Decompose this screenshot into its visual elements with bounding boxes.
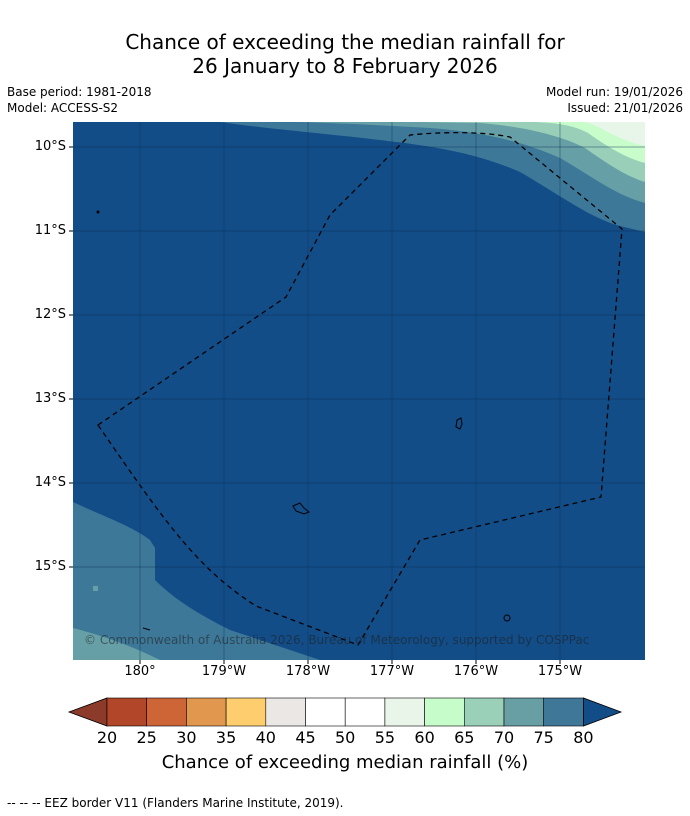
- colorbar-tick-label: 60: [414, 728, 435, 747]
- island-swains-west: [142, 627, 151, 631]
- colorbar-tick-label: 70: [493, 728, 515, 747]
- issued-date: Issued: 21/01/2026: [567, 101, 683, 115]
- colorbar-segment: [106, 697, 148, 727]
- colorbar-segment: [463, 697, 505, 727]
- contour-70-northeast: [300, 122, 645, 203]
- chart-title: Chance of exceeding the median rainfall …: [0, 30, 690, 78]
- colorbar-tick-label: 80: [573, 728, 594, 747]
- contour-65-northeast: [420, 122, 645, 182]
- lon-label: 179°W: [201, 664, 247, 679]
- lon-label: 177°W: [369, 664, 415, 679]
- model-name: Model: ACCESS-S2: [7, 101, 119, 115]
- copyright-notice: © Commonwealth of Australia 2026, Bureau…: [84, 633, 590, 647]
- graticule: [73, 122, 645, 660]
- lon-label: 180°: [124, 664, 156, 679]
- contour-75-northeast: [220, 122, 645, 232]
- model-run: Model run: 19/01/2026: [545, 85, 683, 99]
- island-nukunonu: [455, 417, 463, 430]
- colorbar-label: Chance of exceeding median rainfall (%): [161, 752, 529, 773]
- colorbar-segment: [265, 697, 306, 727]
- contour-75-southwest: [73, 502, 320, 660]
- lat-label: 11°S: [34, 223, 66, 238]
- lon-label: 175°W: [537, 664, 583, 679]
- title-line-2: 26 January to 8 February 2026: [192, 54, 498, 78]
- colorbar-tick-label: 20: [96, 728, 118, 747]
- lon-label: 176°W: [453, 664, 499, 679]
- colorbar-segment: [543, 697, 584, 727]
- colorbar-segment: [146, 697, 187, 727]
- lat-label: 12°S: [34, 307, 66, 322]
- colorbar-segment: [305, 697, 346, 727]
- island-fakaofo: [503, 614, 511, 622]
- colorbar-segment: [186, 697, 227, 727]
- colorbar-segment: [384, 697, 425, 727]
- lat-label: 14°S: [34, 475, 66, 490]
- lat-label: 13°S: [34, 391, 66, 406]
- colorbar-segment: [503, 697, 545, 727]
- colorbar-tick-label: 45: [295, 728, 316, 747]
- colorbar-under-arrow: [67, 697, 108, 727]
- meta-left: Base period: 1981-2018 Model: ACCESS-S2: [7, 84, 152, 116]
- eez-legend-note: -- -- -- EEZ border V11 (Flanders Marine…: [7, 796, 344, 810]
- colorbar-tick-label: 35: [215, 728, 237, 747]
- colorbar-tick-label: 65: [454, 728, 475, 747]
- colorbar-tick-label: 55: [374, 728, 396, 747]
- colorbar-tick-label: 30: [176, 728, 197, 747]
- contour-55-northeast: [585, 122, 645, 146]
- islet-marker: [96, 210, 100, 214]
- base-period: Base period: 1981-2018: [7, 85, 152, 99]
- lat-label: 15°S: [34, 559, 66, 574]
- colorbar-segment: [225, 697, 267, 727]
- colorbar-over-arrow: [583, 697, 623, 727]
- island-atafu: [292, 502, 310, 515]
- lat-label: 10°S: [34, 139, 66, 154]
- lon-label: 178°W: [285, 664, 331, 679]
- map-area: [73, 122, 645, 660]
- contour-80: [73, 122, 645, 660]
- title-line-1: Chance of exceeding the median rainfall …: [125, 30, 565, 54]
- colorbar-segment: [424, 697, 465, 727]
- colorbar-tick-label: 50: [335, 728, 356, 747]
- small-contour-patch: [93, 586, 98, 591]
- colorbar-tick-label: 75: [533, 728, 554, 747]
- contour-70-southwest: [73, 628, 160, 660]
- colorbar-tick-label: 25: [136, 728, 157, 747]
- colorbar: [67, 697, 623, 727]
- axis-ticks: [69, 146, 561, 664]
- colorbar-tick-label: 40: [255, 728, 276, 747]
- island-coastlines: [96, 210, 511, 631]
- meta-right: Model run: 19/01/2026 Issued: 21/01/2026: [546, 84, 683, 116]
- colorbar-segment: [344, 697, 386, 727]
